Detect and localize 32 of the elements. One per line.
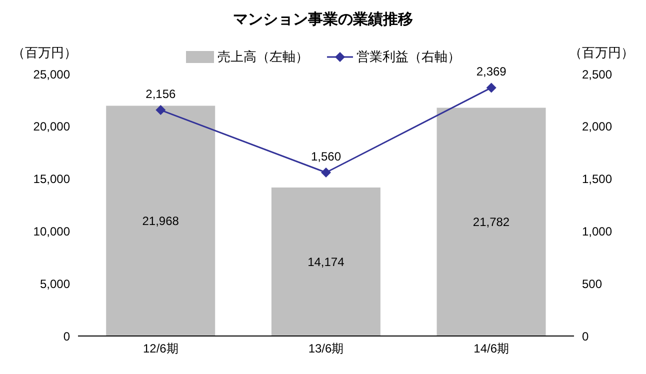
y-tick-label: 25,000 bbox=[33, 67, 70, 82]
legend-label: 売上高（左軸） bbox=[218, 48, 308, 66]
y-tick-label: 15,000 bbox=[33, 172, 70, 186]
y2-tick-label: 2,500 bbox=[582, 67, 612, 82]
point bbox=[486, 82, 496, 93]
point bbox=[156, 105, 166, 116]
point bbox=[321, 168, 331, 178]
x-tick-label: 12/6期 bbox=[142, 342, 178, 356]
data-label: 21,968 bbox=[142, 214, 180, 228]
y2-tick-label: 0 bbox=[582, 329, 589, 344]
legend-label: 営業利益（右軸） bbox=[356, 48, 460, 66]
y-axis-title: （百万円） bbox=[12, 44, 77, 62]
y2-tick-label: 1,500 bbox=[582, 172, 612, 186]
y-tick-label: 0 bbox=[63, 329, 70, 344]
data-label: 1,560 bbox=[310, 150, 342, 164]
x-tick-label: 14/6期 bbox=[474, 342, 510, 356]
y-tick-label: 5,000 bbox=[40, 276, 70, 291]
data-label: 2,156 bbox=[146, 87, 176, 102]
y2-tick-label: 500 bbox=[582, 276, 602, 291]
bar bbox=[106, 106, 216, 336]
data-label: 14,174 bbox=[308, 254, 345, 269]
y2-tick-label: 1,000 bbox=[582, 224, 612, 238]
y2-tick-label: 2,000 bbox=[582, 120, 612, 134]
bar bbox=[271, 187, 380, 336]
y-tick-label: 10,000 bbox=[33, 224, 70, 238]
x-tick-label: 13/6期 bbox=[308, 342, 344, 356]
y-tick-label: 20,000 bbox=[33, 120, 70, 134]
y2-axis-title: （百万円） bbox=[569, 44, 634, 62]
chart-title: マンション事業の業績推移 bbox=[232, 10, 414, 29]
bar bbox=[436, 108, 546, 336]
data-label: 21,782 bbox=[472, 215, 510, 230]
data-label: 2,369 bbox=[476, 64, 507, 79]
